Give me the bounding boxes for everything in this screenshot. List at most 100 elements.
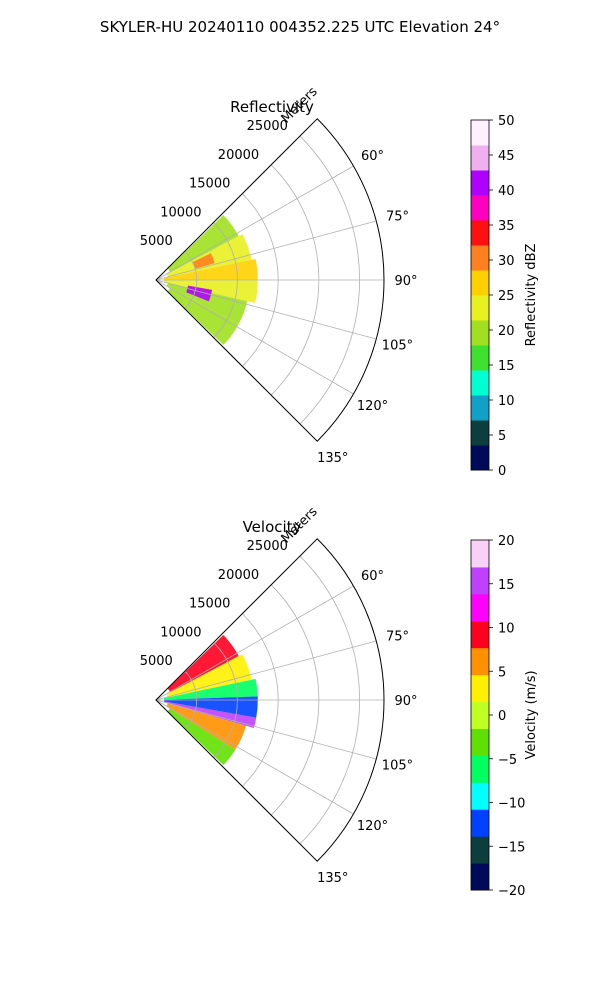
colorbar-band xyxy=(471,782,489,810)
colorbar-tick-label: 40 xyxy=(498,184,515,199)
data-region-0 xyxy=(167,214,239,273)
radial-tick-label: 10000 xyxy=(160,205,201,220)
colorbar-tick-label: 10 xyxy=(498,394,515,409)
reflectivity-data xyxy=(163,214,258,346)
figure-title: SKYLER-HU 20240110 004352.225 UTC Elevat… xyxy=(100,18,500,36)
azimuth-spoke-3 xyxy=(155,699,377,760)
colorbar-band xyxy=(471,620,489,649)
colorbar-band xyxy=(471,593,489,622)
colorbar-band xyxy=(471,647,489,676)
data-region-1 xyxy=(166,654,252,698)
azimuth-spoke-0 xyxy=(155,585,354,701)
angle-tick-label: 60° xyxy=(361,569,384,584)
colorbar-band xyxy=(471,370,489,396)
velocity-data xyxy=(163,634,258,766)
radial-tick-label: 20000 xyxy=(218,568,259,583)
data-region-6 xyxy=(167,708,236,766)
velocity-polar-grid xyxy=(155,538,385,862)
radial-tick-label: 5000 xyxy=(140,654,173,669)
colorbar-band xyxy=(471,195,489,221)
angle-tick-label: 120° xyxy=(357,399,388,414)
colorbar-band xyxy=(471,809,489,837)
angle-tick-label: 90° xyxy=(394,694,417,709)
colorbar-tick-label: 5 xyxy=(498,429,506,444)
angle-tick-label: 135° xyxy=(317,451,348,466)
data-region-2 xyxy=(163,258,258,280)
colorbar-band xyxy=(471,540,489,568)
colorbar-tick-label: 10 xyxy=(498,622,515,637)
angle-tick-label: 105° xyxy=(382,759,413,774)
colorbar-band xyxy=(471,863,489,891)
colorbar-band xyxy=(471,270,489,296)
radial-tick-label: 25000 xyxy=(247,539,288,554)
colorbar-label: Reflectivity dBZ xyxy=(524,244,539,347)
colorbar-band xyxy=(471,245,489,271)
angle-tick-label: 75° xyxy=(386,209,409,224)
data-region-0 xyxy=(167,634,239,693)
colorbar-band xyxy=(471,420,489,446)
colorbar-band xyxy=(471,395,489,421)
data-region-4 xyxy=(166,282,248,324)
data-region-5 xyxy=(166,703,247,750)
velocity-axis-ticks: 5000 10000 15000 20000 25000 60° 75° 90° 105° 120… xyxy=(140,539,418,886)
reflectivity-axis-ticks: 5000 10000 15000 20000 25000 60° 75° 90° 105° 120… xyxy=(140,119,418,466)
colorbar-tick-label: 35 xyxy=(498,219,515,234)
azimuth-spoke-4 xyxy=(155,279,354,395)
angle-tick-label: 105° xyxy=(382,339,413,354)
colorbar-band xyxy=(471,566,489,595)
radial-tick-label: 10000 xyxy=(160,625,201,640)
colorbar-band xyxy=(471,345,489,371)
radial-tick-label: 15000 xyxy=(189,177,230,192)
colorbar-tick-label: 15 xyxy=(498,578,515,593)
panel-title: Velocity xyxy=(243,518,302,536)
sector-frame xyxy=(155,118,385,442)
colorbar-band xyxy=(471,836,489,864)
colorbar-label: Velocity (m/s) xyxy=(524,670,539,759)
colorbar-band xyxy=(471,295,489,321)
azimuth-spoke-0 xyxy=(155,165,354,281)
reflectivity-polar-grid xyxy=(155,118,385,442)
angle-tick-label: 135° xyxy=(317,871,348,886)
colorbar-band xyxy=(471,320,489,346)
radial-tick-label: 15000 xyxy=(189,597,230,612)
colorbar-tick-label: 5 xyxy=(498,665,506,680)
data-region-5 xyxy=(167,287,239,346)
colorbar-tick-label: 50 xyxy=(498,114,515,129)
velocity-panel: Velocity 5000 10000 15000 20000 25000 60° 75° 9… xyxy=(140,504,539,899)
colorbar-band xyxy=(471,674,489,703)
colorbar-tick-label: 20 xyxy=(498,324,515,339)
colorbar-tick-label: 20 xyxy=(498,534,515,549)
azimuth-spoke-1 xyxy=(155,640,377,701)
azimuth-spoke-3 xyxy=(155,279,377,340)
colorbar-tick-label: 0 xyxy=(498,709,506,724)
colorbar-band xyxy=(471,120,489,146)
data-region-3 xyxy=(164,696,258,718)
sector-frame xyxy=(155,538,385,862)
azimuth-spoke-1 xyxy=(155,220,377,281)
radial-tick-label: 25000 xyxy=(247,119,288,134)
data-region-7 xyxy=(192,253,215,269)
velocity-colorbar: −20 −15 −10 −5 0 5 10 15 20 xyxy=(470,534,525,899)
colorbar-band xyxy=(471,170,489,196)
colorbar-tick-label: 45 xyxy=(498,149,515,164)
azimuth-spoke-4 xyxy=(155,699,354,815)
data-region-2 xyxy=(163,678,258,700)
colorbar-band xyxy=(471,445,489,471)
reflectivity-panel: Reflectivity 5000 10000 15000 20000 25000 60°… xyxy=(140,84,539,479)
colorbar-band xyxy=(471,755,489,783)
colorbar-tick-label: −15 xyxy=(498,840,525,855)
angle-tick-label: 75° xyxy=(386,629,409,644)
colorbar-band xyxy=(471,220,489,246)
colorbar-tick-label: −5 xyxy=(498,753,517,768)
colorbar-band xyxy=(471,728,489,756)
colorbar-band xyxy=(471,145,489,171)
colorbar-tick-label: 25 xyxy=(498,289,515,304)
colorbar-tick-label: −10 xyxy=(498,797,525,812)
reflectivity-colorbar: 0 5 10 15 20 25 30 35 40 45 50 xyxy=(470,114,515,479)
colorbar-tick-label: 0 xyxy=(498,464,506,479)
colorbar-tick-label: −20 xyxy=(498,884,525,899)
panel-title: Reflectivity xyxy=(230,98,314,116)
colorbar-tick-label: 30 xyxy=(498,254,515,269)
colorbar-tick-label: 15 xyxy=(498,359,515,374)
